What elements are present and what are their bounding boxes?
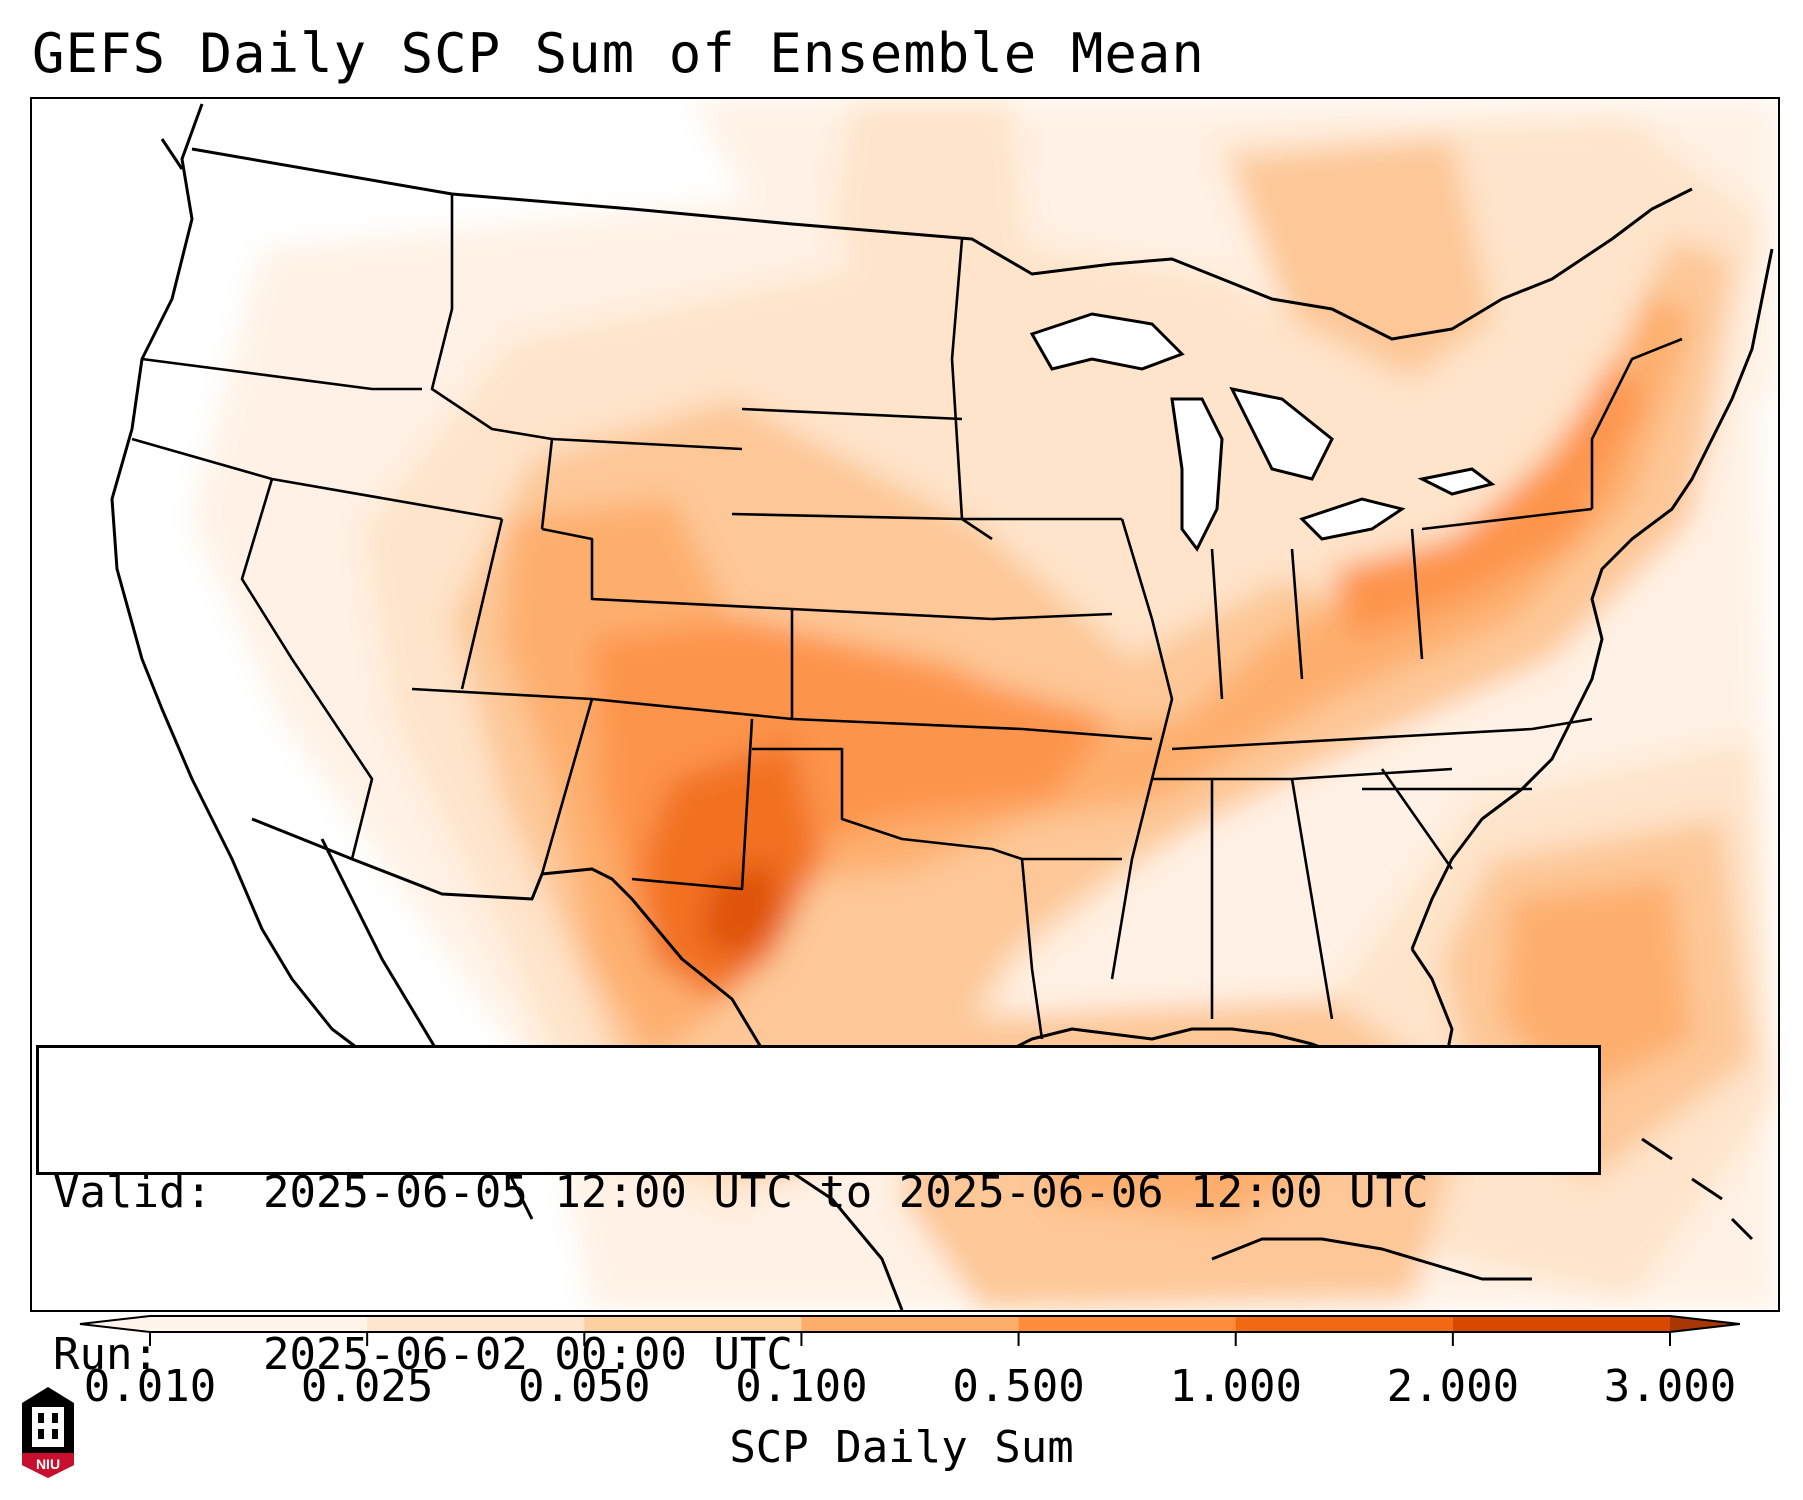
border-mexico xyxy=(251,817,794,1081)
valid-run-info-box: Valid: 2025-06-05 12:00 UTC to 2025-06-06… xyxy=(36,1045,1601,1380)
great-lakes xyxy=(1029,312,1496,552)
border-ms-river xyxy=(1110,518,1174,980)
colorbar-tick-label: 3.000 xyxy=(1603,1361,1737,1412)
valid-label: Valid: xyxy=(53,1167,212,1218)
border-oh-pa xyxy=(1410,528,1424,660)
border-il-in xyxy=(1210,548,1224,700)
border-nv-ut xyxy=(460,518,504,690)
border-az-nm xyxy=(540,698,594,875)
colorbar-tick-label: 0.100 xyxy=(735,1361,868,1412)
state-borders xyxy=(131,194,1683,1040)
colorbar-segment xyxy=(1018,1316,1237,1332)
colorbar-segment xyxy=(584,1316,802,1332)
island-vancouver xyxy=(160,138,184,170)
run-value: 2025-06-02 00:00 UTC xyxy=(263,1329,793,1380)
lake-ontario xyxy=(1417,467,1496,496)
valid-row: Valid: 2025-06-05 12:00 UTC to 2025-06-06… xyxy=(53,1166,1584,1220)
colorbar-tick-label: 2.000 xyxy=(1386,1361,1520,1412)
border-wa-or xyxy=(141,357,422,391)
border-in-oh xyxy=(1290,548,1304,680)
shade-level-7 xyxy=(702,859,782,959)
lake-superior xyxy=(1029,312,1185,371)
colorbar xyxy=(79,1315,1740,1346)
lake-huron xyxy=(1229,386,1334,481)
border-co-nm xyxy=(591,697,793,721)
logo-banner xyxy=(22,1453,74,1478)
colorbar-label: SCP Daily Sum xyxy=(729,1422,1074,1473)
logo-text: NIU xyxy=(36,1456,60,1472)
shade-level-6 xyxy=(642,739,822,999)
border-canada xyxy=(191,147,1693,341)
border-ut-az xyxy=(411,687,593,701)
island-bahamas xyxy=(1641,1137,1754,1241)
logo-tower xyxy=(32,1407,64,1447)
border-pa-ny xyxy=(1421,507,1593,531)
colorbar-tick-label: 0.025 xyxy=(300,1361,434,1412)
border-dakotas-mn xyxy=(950,238,964,520)
coastline-cuba xyxy=(1211,1237,1532,1281)
scp-shading xyxy=(192,99,1778,1310)
border-ca-nv xyxy=(240,478,374,860)
border-ga-sc xyxy=(1380,768,1454,870)
colorbar-extend-low xyxy=(80,1316,150,1332)
colorbar-segment xyxy=(801,1316,1020,1332)
border-ok-ks xyxy=(791,717,1023,731)
colorbar-segments xyxy=(79,1315,1740,1333)
border-nm-tx xyxy=(631,718,754,891)
border-sd-nd xyxy=(741,407,963,421)
colorbar-tick-label: 1.000 xyxy=(1169,1361,1302,1412)
map-title: GEFS Daily SCP Sum of Ensemble Mean xyxy=(32,22,1205,85)
colorbar-segment xyxy=(367,1316,585,1332)
colorbar-tick-label: 0.010 xyxy=(83,1361,217,1412)
border-ks-ne xyxy=(791,607,993,621)
border-mt-wy xyxy=(551,437,743,451)
colorbar-segment xyxy=(150,1316,368,1332)
colorbar-tick-label: 0.050 xyxy=(518,1361,651,1412)
lake-erie xyxy=(1299,497,1406,541)
border-ut-co-wy xyxy=(541,527,793,611)
border-tx-la xyxy=(1020,858,1044,1040)
shade-level-5 xyxy=(1332,359,1642,639)
colorbar-extend-high xyxy=(1670,1316,1740,1332)
lake-michigan xyxy=(1170,397,1224,552)
coastline-east xyxy=(1410,248,1774,950)
shade-level-4 xyxy=(1502,879,1692,1099)
run-row: Run: 2025-06-02 00:00 UTC xyxy=(53,1328,1584,1382)
coastline-west xyxy=(110,103,414,1160)
colorbar-tick-label: 0.500 xyxy=(952,1361,1085,1412)
border-mo-ar xyxy=(1021,727,1153,741)
shade-level-2 xyxy=(832,99,1032,329)
colorbar-segment xyxy=(1452,1316,1671,1332)
border-ia-mo xyxy=(991,612,1113,621)
shade-level-3 xyxy=(1232,139,1492,379)
valid-value: 2025-06-05 12:00 UTC to 2025-06-06 12:00… xyxy=(263,1167,1429,1218)
border-tx-ok xyxy=(752,747,1023,861)
niu-logo-icon: NIU xyxy=(22,1387,74,1478)
islands xyxy=(160,138,1754,1241)
border-ky-tn xyxy=(1171,717,1593,751)
border-new-england xyxy=(1590,337,1683,509)
border-idaho-east xyxy=(430,194,554,530)
colorbar-segment xyxy=(1235,1316,1454,1332)
colorbar-ticks xyxy=(149,1332,1671,1346)
run-label: Run: xyxy=(53,1329,159,1380)
border-al-ga xyxy=(1290,778,1334,1020)
